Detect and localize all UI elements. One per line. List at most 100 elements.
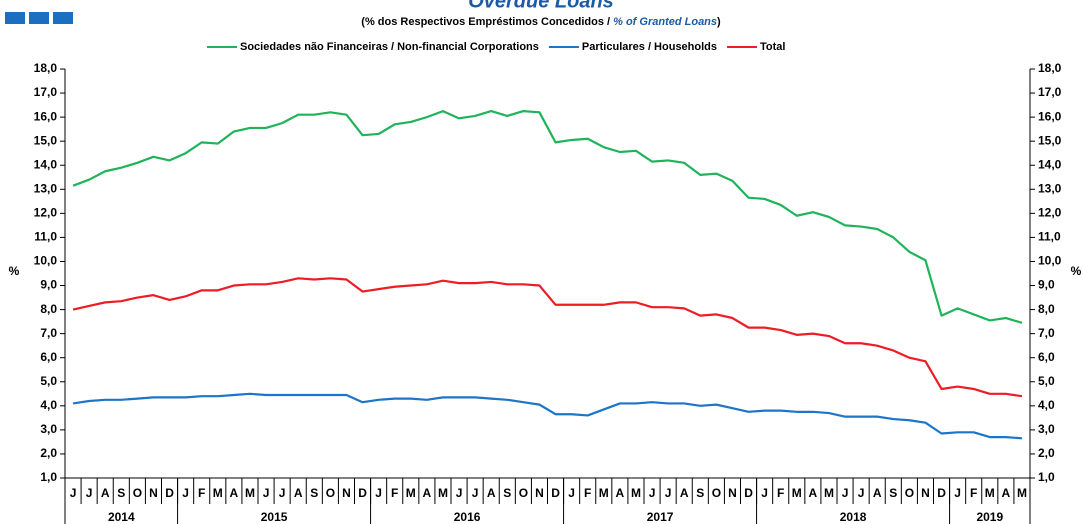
x-tick-label: N (342, 486, 351, 500)
x-tick-label: M (438, 486, 448, 500)
y2-tick-label: 13,0 (1038, 181, 1062, 195)
y2-tick-label: 2,0 (1038, 446, 1055, 460)
y-tick-label: 3,0 (40, 422, 57, 436)
x-tick-label: J (86, 486, 93, 500)
y-tick-label: 14,0 (34, 157, 58, 171)
x-tick-label: M (824, 486, 834, 500)
y-tick-label: 16,0 (34, 109, 58, 123)
x-tick-label: M (599, 486, 609, 500)
y2-tick-label: 1,0 (1038, 470, 1055, 484)
x-tick-label: M (1017, 486, 1027, 500)
y2-tick-label: 5,0 (1038, 374, 1055, 388)
x-tick-label: O (712, 486, 721, 500)
x-tick-label: D (165, 486, 174, 500)
x-tick-label: A (230, 486, 239, 500)
x-tick-label: F (777, 486, 784, 500)
year-label: 2016 (454, 510, 481, 524)
y-tick-label: 10,0 (34, 254, 58, 268)
y-tick-label: 1,0 (40, 470, 57, 484)
x-tick-label: O (133, 486, 142, 500)
x-tick-label: F (198, 486, 205, 500)
y2-tick-label: 16,0 (1038, 109, 1062, 123)
x-tick-label: J (70, 486, 77, 500)
year-label: 2018 (840, 510, 867, 524)
y-tick-label: 6,0 (40, 350, 57, 364)
x-tick-label: M (245, 486, 255, 500)
x-tick-label: D (937, 486, 946, 500)
x-tick-label: F (970, 486, 977, 500)
y-tick-label: 11,0 (34, 230, 57, 244)
y2-tick-label: 15,0 (1038, 133, 1062, 147)
x-tick-label: J (279, 486, 286, 500)
x-tick-label: A (616, 486, 625, 500)
y-tick-label: 17,0 (34, 85, 58, 99)
y-axis-label: % (9, 264, 20, 278)
x-tick-label: S (117, 486, 125, 500)
y-tick-label: 18,0 (34, 61, 58, 75)
subtitle-part: (% dos Respectivos Empréstimos Concedido… (361, 16, 613, 28)
year-label: 2019 (976, 510, 1003, 524)
x-tick-label: N (535, 486, 544, 500)
year-label: 2015 (261, 510, 288, 524)
y2-tick-label: 18,0 (1038, 61, 1062, 75)
legend-label: Total (760, 41, 785, 53)
y2-tick-label: 9,0 (1038, 278, 1055, 292)
x-tick-label: J (761, 486, 768, 500)
x-tick-label: M (792, 486, 802, 500)
x-tick-label: J (456, 486, 463, 500)
x-tick-label: A (423, 486, 432, 500)
y-tick-label: 2,0 (40, 446, 57, 460)
subtitle-part: ) (717, 16, 721, 28)
legend-label: Particulares / Households (582, 41, 717, 53)
y-tick-label: 15,0 (34, 133, 58, 147)
x-tick-label: M (213, 486, 223, 500)
x-tick-label: N (149, 486, 158, 500)
subtitle-part: % of Granted Loans (613, 16, 717, 28)
y-tick-label: 8,0 (40, 302, 57, 316)
y-tick-label: 4,0 (40, 398, 57, 412)
x-tick-label: A (101, 486, 110, 500)
x-tick-label: N (921, 486, 930, 500)
x-tick-label: J (375, 486, 382, 500)
y2-axis-label: % (1071, 264, 1082, 278)
y-tick-label: 12,0 (34, 206, 58, 220)
x-tick-label: A (294, 486, 303, 500)
series-line (72, 392, 1023, 440)
x-tick-label: F (391, 486, 398, 500)
y2-tick-label: 8,0 (1038, 302, 1055, 316)
y-tick-label: 7,0 (40, 326, 57, 340)
x-tick-label: S (889, 486, 897, 500)
x-tick-label: J (665, 486, 672, 500)
x-tick-label: O (326, 486, 335, 500)
x-tick-label: S (310, 486, 318, 500)
y2-tick-label: 6,0 (1038, 350, 1055, 364)
y2-tick-label: 10,0 (1038, 254, 1062, 268)
x-tick-label: A (680, 486, 689, 500)
x-tick-label: F (584, 486, 591, 500)
x-tick-label: A (873, 486, 882, 500)
x-tick-label: N (728, 486, 737, 500)
chart-title: Overdue Loans (468, 0, 614, 12)
x-tick-label: S (696, 486, 704, 500)
x-tick-label: J (954, 486, 961, 500)
x-tick-label: A (1002, 486, 1011, 500)
x-tick-label: M (631, 486, 641, 500)
legend-label: Sociedades não Financeiras / Non-financi… (240, 41, 539, 53)
y2-tick-label: 14,0 (1038, 157, 1062, 171)
chart-subtitle: (% dos Respectivos Empréstimos Concedido… (361, 16, 721, 28)
x-tick-label: S (503, 486, 511, 500)
x-tick-label: J (182, 486, 189, 500)
logo (5, 12, 73, 24)
y-tick-label: 13,0 (34, 181, 58, 195)
x-tick-label: J (842, 486, 849, 500)
y-tick-label: 9,0 (40, 278, 57, 292)
x-tick-label: D (551, 486, 560, 500)
x-tick-label: A (809, 486, 818, 500)
x-tick-label: M (406, 486, 416, 500)
x-tick-label: O (519, 486, 528, 500)
x-tick-label: J (263, 486, 270, 500)
y2-tick-label: 17,0 (1038, 85, 1062, 99)
year-label: 2014 (108, 510, 135, 524)
y-tick-label: 5,0 (40, 374, 57, 388)
